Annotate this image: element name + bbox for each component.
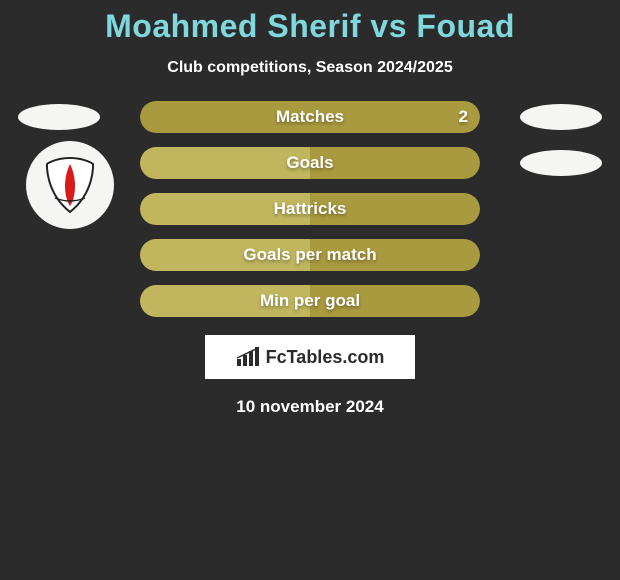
stat-row: Goals [0,147,620,179]
stat-label: Matches [276,107,344,127]
stat-bar-left-fill [140,147,310,179]
stat-label: Goals [286,153,333,173]
player-left-avatar-placeholder [18,104,100,130]
brand-text: FcTables.com [266,347,385,368]
stat-bar: Hattricks [140,193,480,225]
page-title: Moahmed Sherif vs Fouad [0,0,620,45]
comparison-rows: Matches 2 Goals Hattricks Goals per match Min… [0,101,620,317]
stat-row: Matches 2 [0,101,620,133]
subtitle: Club competitions, Season 2024/2025 [0,59,620,77]
brand-box: FcTables.com [205,335,415,379]
stat-label: Min per goal [260,291,360,311]
stat-bar: Goals per match [140,239,480,271]
date-text: 10 november 2024 [0,397,620,417]
comparison-area: Matches 2 Goals Hattricks Goals per match Min… [0,101,620,317]
stat-bar: Min per goal [140,285,480,317]
bar-chart-icon [236,347,260,367]
player-right-avatar-placeholder [520,104,602,130]
stat-label: Hattricks [274,199,347,219]
stat-bar: Matches 2 [140,101,480,133]
stat-label: Goals per match [243,245,376,265]
stat-bar: Goals [140,147,480,179]
stat-row: Goals per match [0,239,620,271]
comparison-infographic: Moahmed Sherif vs Fouad Club competition… [0,0,620,580]
stat-row: Hattricks [0,193,620,225]
player-right-avatar-placeholder [520,150,602,176]
stat-row: Min per goal [0,285,620,317]
stat-value-right: 2 [459,107,468,127]
